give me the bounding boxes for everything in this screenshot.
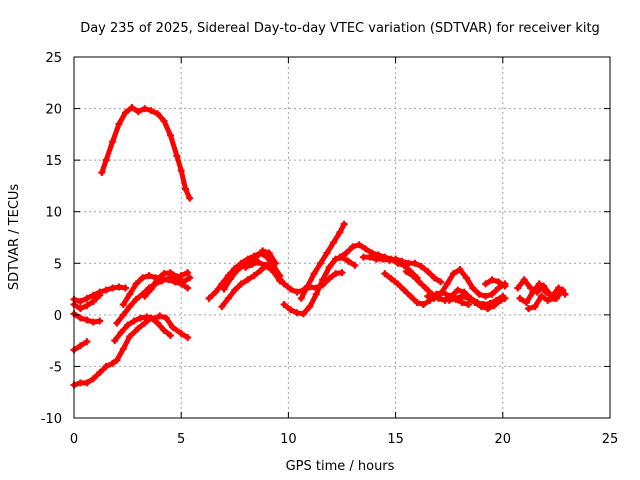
data-point: [184, 334, 192, 342]
x-tick-label: 20: [495, 432, 512, 447]
data-trace: [110, 121, 122, 145]
data-point: [83, 338, 91, 346]
data-point: [184, 269, 192, 277]
y-tick-label: -5: [49, 360, 62, 375]
series-arc-21: [424, 265, 509, 302]
data-trace: [266, 250, 279, 266]
series-arc-3: [70, 291, 104, 313]
plot-frame: [73, 56, 611, 419]
data-trace: [161, 118, 173, 138]
data-point: [501, 294, 509, 302]
series-arc-18: [359, 253, 445, 286]
y-axis-label: SDTVAR / TECUs: [7, 184, 22, 291]
series-arc-1: [98, 104, 194, 202]
x-tick-label: 25: [602, 432, 619, 447]
data-point: [437, 278, 445, 286]
series-arc-23: [482, 276, 509, 290]
data-trace: [551, 287, 564, 301]
y-tick-label: 20: [45, 103, 62, 118]
axis-ticks: 0 5 10 15 20 25 -10 -5 0 5 10 15 20 25: [41, 51, 619, 447]
grid: [74, 57, 610, 418]
y-tick-label: 25: [45, 51, 62, 66]
data-series: [70, 104, 569, 389]
data-trace: [103, 139, 116, 163]
series-arc-13: [220, 247, 280, 293]
series-arc-26: [525, 286, 565, 313]
data-point: [464, 301, 472, 309]
y-tick-label: 0: [54, 309, 62, 324]
data-point: [272, 259, 280, 267]
y-tick-label: 5: [54, 257, 62, 272]
data-point: [166, 331, 174, 339]
data-point: [338, 269, 346, 277]
x-tick-label: 15: [387, 432, 404, 447]
y-tick-label: 10: [45, 206, 62, 221]
x-tick-label: 5: [177, 432, 185, 447]
data-point: [186, 194, 194, 202]
series-arc-20: [402, 268, 507, 309]
series-arc-10: [141, 269, 194, 300]
series-arc-2: [70, 283, 129, 305]
series-arc-16: [297, 220, 348, 302]
data-point: [121, 284, 129, 292]
data-point: [184, 284, 192, 292]
chart-title: Day 235 of 2025, Sidereal Day-to-day VTE…: [80, 21, 600, 36]
data-trace: [90, 292, 103, 304]
data-point: [96, 291, 104, 299]
data-point: [351, 261, 359, 269]
data-point: [96, 317, 104, 325]
data-point: [186, 274, 194, 282]
data-trace: [167, 132, 180, 159]
data-point: [557, 286, 565, 294]
data-trace: [313, 277, 326, 297]
y-tick-label: 15: [45, 154, 62, 169]
y-tick-label: -10: [41, 412, 62, 427]
series-arc-7: [111, 312, 192, 345]
data-point: [340, 220, 348, 228]
series-arc-22: [445, 292, 509, 313]
x-tick-label: 10: [280, 432, 297, 447]
x-tick-label: 0: [70, 432, 78, 447]
series-arc-6: [70, 314, 174, 389]
x-axis-label: GPS time / hours: [286, 459, 395, 474]
data-point: [561, 290, 569, 298]
data-point: [501, 282, 509, 290]
